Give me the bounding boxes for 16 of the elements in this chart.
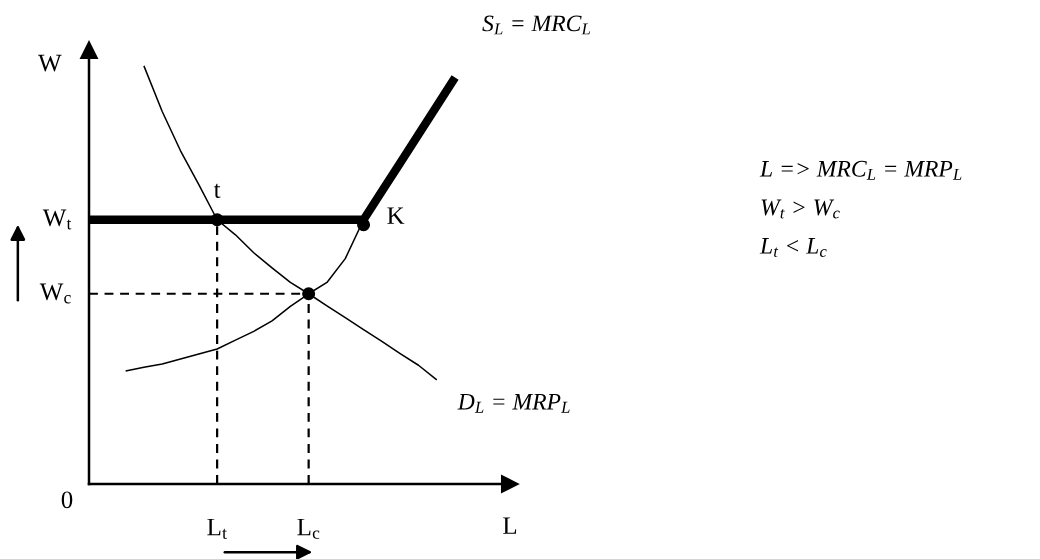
text: 0: [61, 491, 73, 509]
text: W$_{c}$: [39, 283, 71, 304]
text: W$_{t}$: [761, 199, 785, 219]
text: W: [38, 54, 62, 72]
text: > W$_{c}$: [793, 199, 840, 219]
series-label: D$_{L}$ = MRP$_{L}$: [457, 393, 570, 413]
series-label: K: [387, 207, 405, 224]
x-tick-label: L$_{c}$: [297, 518, 320, 539]
text: L => MRC$_{L}$ = MRP$_{L}$: [759, 160, 962, 180]
y-axis-title: W: [42, 209, 67, 227]
x-tick-label: L$_{t}$: [207, 518, 227, 539]
series-label: t: [213, 183, 221, 199]
text: S$_{L}$ = MRC$_{L}$: [482, 15, 590, 35]
text: L$_{t}$ < L$_{c}$: [759, 238, 827, 257]
text: t: [66, 219, 72, 230]
x-axis-title: L: [503, 517, 517, 534]
